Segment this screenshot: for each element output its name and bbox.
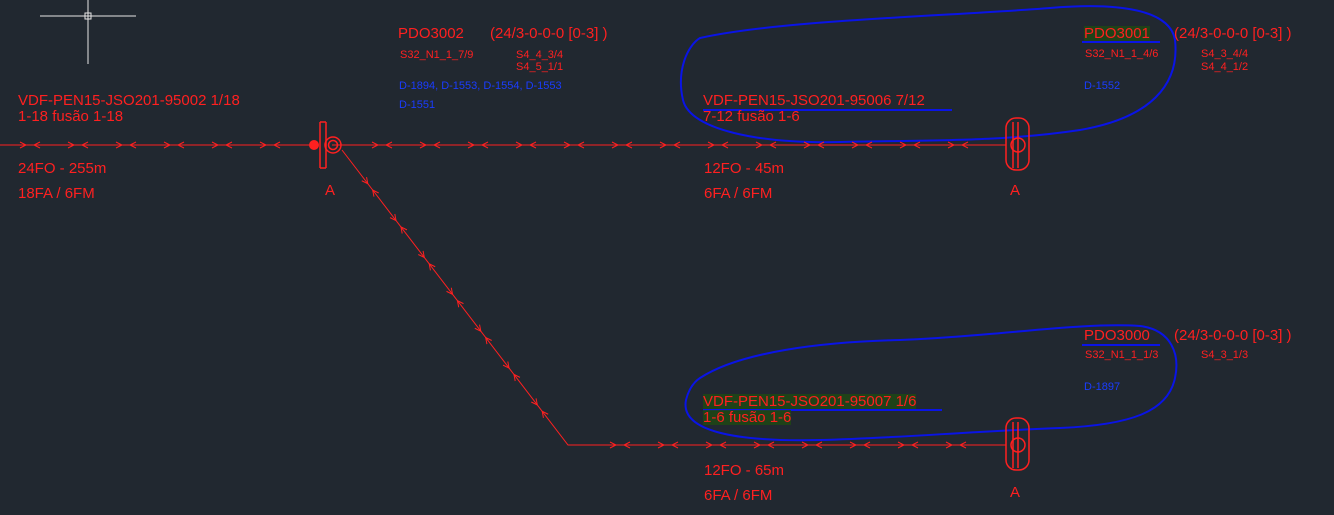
cable-main-fusion: 1-18 fusão 1-18 <box>18 108 124 125</box>
markup-loop-upper <box>679 5 1177 144</box>
pdo3002-spec: (24/3-0-0-0 [0-3] ) <box>490 25 608 42</box>
cable-hatch-mark <box>705 441 727 449</box>
cable-hatch-mark <box>707 141 729 149</box>
cable-hatch-mark <box>115 141 137 149</box>
cable-hatch-marks <box>19 141 969 449</box>
cable-hatch-mark <box>211 141 233 149</box>
cable-hatch-mark <box>563 141 585 149</box>
cable-hatch-mark <box>163 141 185 149</box>
pdo3001-port-b2: S4_4_1/2 <box>1201 61 1249 73</box>
pdo3002-port-a: S32_N1_1_7/9 <box>400 49 474 61</box>
cable-main-name[interactable]: VDF-PEN15-JSO201-95002 1/18 <box>18 92 240 109</box>
pdo3002-circuit-ids-2: D-1551 <box>399 99 436 111</box>
cable-main-split: 18FA / 6FM <box>18 185 95 202</box>
node-lower-right-label: A <box>1010 484 1021 501</box>
cable-hatch-mark <box>657 441 679 449</box>
pdo3000-circuit-ids: D-1897 <box>1084 381 1121 393</box>
cable-hatch-mark <box>67 141 89 149</box>
node-left-label: A <box>325 182 336 199</box>
cable-lower-split: 6FA / 6FM <box>704 487 773 504</box>
cable-hatch-mark <box>19 141 41 149</box>
cable-upper-name[interactable]: VDF-PEN15-JSO201-95006 7/12 <box>703 92 925 109</box>
cable-hatch-mark <box>945 441 967 449</box>
pdo3002-circuit-ids: D-1894, D-1553, D-1554, D-1553 <box>399 80 562 92</box>
cable-upper-split: 6FA / 6FM <box>704 185 773 202</box>
cable-upper-fiber: 12FO - 45m <box>704 160 785 177</box>
cable-hatch-mark <box>467 141 489 149</box>
cable-hatch-mark <box>502 361 521 382</box>
cable-hatch-mark <box>515 141 537 149</box>
cable-hatch-mark <box>609 441 631 449</box>
cable-hatch-mark <box>531 398 549 418</box>
cable-hatch-mark <box>755 141 777 149</box>
cable-lower-line[interactable] <box>341 149 1006 446</box>
cable-hatch-mark <box>947 141 969 149</box>
pdo3001-port-a: S32_N1_1_4/6 <box>1085 48 1159 60</box>
cable-hatch-mark <box>418 250 436 271</box>
markup-loop-lower <box>684 324 1178 442</box>
cable-hatch-mark <box>897 441 919 449</box>
cable-hatch-mark <box>474 324 492 345</box>
splice-enclosure-icon[interactable] <box>1005 117 1030 171</box>
cable-hatch-mark <box>659 141 681 149</box>
pdo3000-spec: (24/3-0-0-0 [0-3] ) <box>1174 327 1292 344</box>
cable-hatch-mark <box>803 141 825 149</box>
cable-lower-fusion: 1-6 fusão 1-6 <box>703 409 792 426</box>
pdo3001-spec: (24/3-0-0-0 [0-3] ) <box>1174 25 1292 42</box>
cable-hatch-mark <box>446 287 464 308</box>
cable-lower-name[interactable]: VDF-PEN15-JSO201-95007 1/6 <box>703 393 917 410</box>
cable-upper-fusion: 7-12 fusão 1-6 <box>703 108 800 125</box>
cable-hatch-mark <box>611 141 633 149</box>
crosshair-cursor-icon <box>40 0 136 64</box>
pdo3001-name[interactable]: PDO3001 <box>1084 25 1150 42</box>
cable-hatch-mark <box>753 441 775 449</box>
pdo3001-port-b1: S4_3_4/4 <box>1201 48 1249 60</box>
cable-hatch-mark <box>849 441 871 449</box>
cable-hatch-mark <box>361 177 379 197</box>
cable-lower-fiber: 12FO - 65m <box>704 462 785 479</box>
cable-hatch-mark <box>389 213 408 234</box>
connection-point-marker[interactable] <box>309 140 319 150</box>
pdo3000-port-a: S32_N1_1_1/3 <box>1085 349 1159 361</box>
cable-hatch-mark <box>899 141 921 149</box>
cable-main-fiber: 24FO - 255m <box>18 160 107 177</box>
cable-hatch-mark <box>419 141 441 149</box>
pdo3000-port-b: S4_3_1/3 <box>1201 349 1249 361</box>
pdo3001-circuit-ids: D-1552 <box>1084 80 1121 92</box>
pdo3002-port-b1: S4_4_3/4 <box>516 49 564 61</box>
pdo3000-name[interactable]: PDO3000 <box>1084 327 1150 344</box>
pdo3002-name[interactable]: PDO3002 <box>398 25 464 42</box>
cable-hatch-mark <box>371 141 393 149</box>
node-upper-right-label: A <box>1010 182 1021 199</box>
splice-enclosure-icon[interactable] <box>319 121 342 169</box>
cable-hatch-mark <box>851 141 873 149</box>
splice-enclosure-icon[interactable] <box>1005 417 1030 471</box>
cable-hatch-mark <box>801 441 823 449</box>
pdo3002-port-b2: S4_5_1/1 <box>516 61 564 73</box>
cable-hatch-mark <box>259 141 281 149</box>
